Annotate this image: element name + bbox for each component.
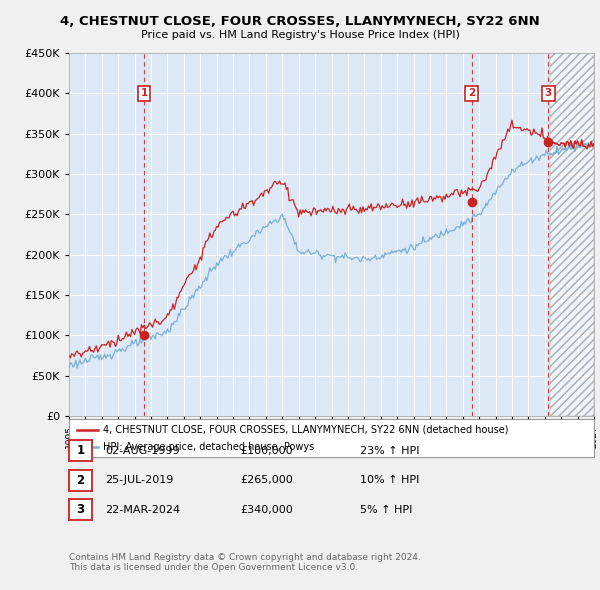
Text: This data is licensed under the Open Government Licence v3.0.: This data is licensed under the Open Gov… xyxy=(69,563,358,572)
Text: 1: 1 xyxy=(140,88,148,99)
Text: 4, CHESTNUT CLOSE, FOUR CROSSES, LLANYMYNECH, SY22 6NN (detached house): 4, CHESTNUT CLOSE, FOUR CROSSES, LLANYMY… xyxy=(103,425,509,435)
Text: 2: 2 xyxy=(468,88,475,99)
Text: £100,000: £100,000 xyxy=(240,446,293,455)
Text: 23% ↑ HPI: 23% ↑ HPI xyxy=(360,446,419,455)
Text: 02-AUG-1999: 02-AUG-1999 xyxy=(105,446,179,455)
Text: Price paid vs. HM Land Registry's House Price Index (HPI): Price paid vs. HM Land Registry's House … xyxy=(140,30,460,40)
Text: HPI: Average price, detached house, Powys: HPI: Average price, detached house, Powy… xyxy=(103,441,314,451)
Text: £340,000: £340,000 xyxy=(240,505,293,514)
Text: Contains HM Land Registry data © Crown copyright and database right 2024.: Contains HM Land Registry data © Crown c… xyxy=(69,553,421,562)
Text: 1: 1 xyxy=(76,444,85,457)
Text: 3: 3 xyxy=(545,88,552,99)
Text: 25-JUL-2019: 25-JUL-2019 xyxy=(105,476,173,485)
Text: 22-MAR-2024: 22-MAR-2024 xyxy=(105,505,180,514)
Text: £265,000: £265,000 xyxy=(240,476,293,485)
Bar xyxy=(550,53,594,416)
Text: 5% ↑ HPI: 5% ↑ HPI xyxy=(360,505,412,514)
Text: 4, CHESTNUT CLOSE, FOUR CROSSES, LLANYMYNECH, SY22 6NN: 4, CHESTNUT CLOSE, FOUR CROSSES, LLANYMY… xyxy=(60,15,540,28)
Bar xyxy=(550,53,594,416)
Text: 3: 3 xyxy=(76,503,85,516)
Text: 2: 2 xyxy=(76,474,85,487)
Text: 10% ↑ HPI: 10% ↑ HPI xyxy=(360,476,419,485)
